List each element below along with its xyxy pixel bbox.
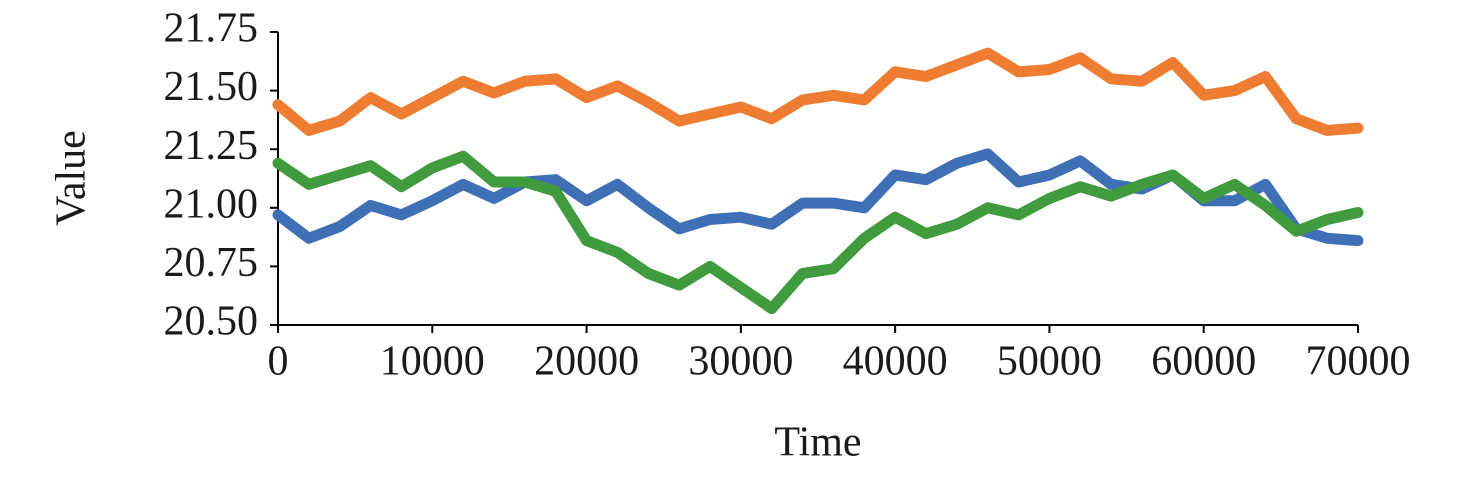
x-tick-label: 20000: [534, 339, 639, 385]
y-axis-title: Value: [49, 130, 95, 226]
x-tick-label: 60000: [1151, 339, 1256, 385]
line-series: [272, 47, 1364, 136]
y-tick-label: 20.75: [164, 240, 259, 286]
x-tick-label: 10000: [380, 339, 485, 385]
y-tick-label: 20.50: [164, 299, 259, 345]
y-tick-label: 21.75: [164, 6, 259, 52]
x-tick-label: 30000: [688, 339, 793, 385]
x-tick-label: 40000: [843, 339, 948, 385]
x-axis-title: Time: [774, 420, 861, 466]
line-series: [272, 150, 1364, 315]
y-tick-label: 21.50: [164, 64, 259, 110]
y-tick-label: 21.00: [164, 181, 259, 227]
x-tick-label: 0: [268, 339, 289, 385]
x-tick-label: 50000: [997, 339, 1102, 385]
x-tick-label: 70000: [1306, 339, 1411, 385]
y-tick-label: 21.25: [164, 123, 259, 169]
